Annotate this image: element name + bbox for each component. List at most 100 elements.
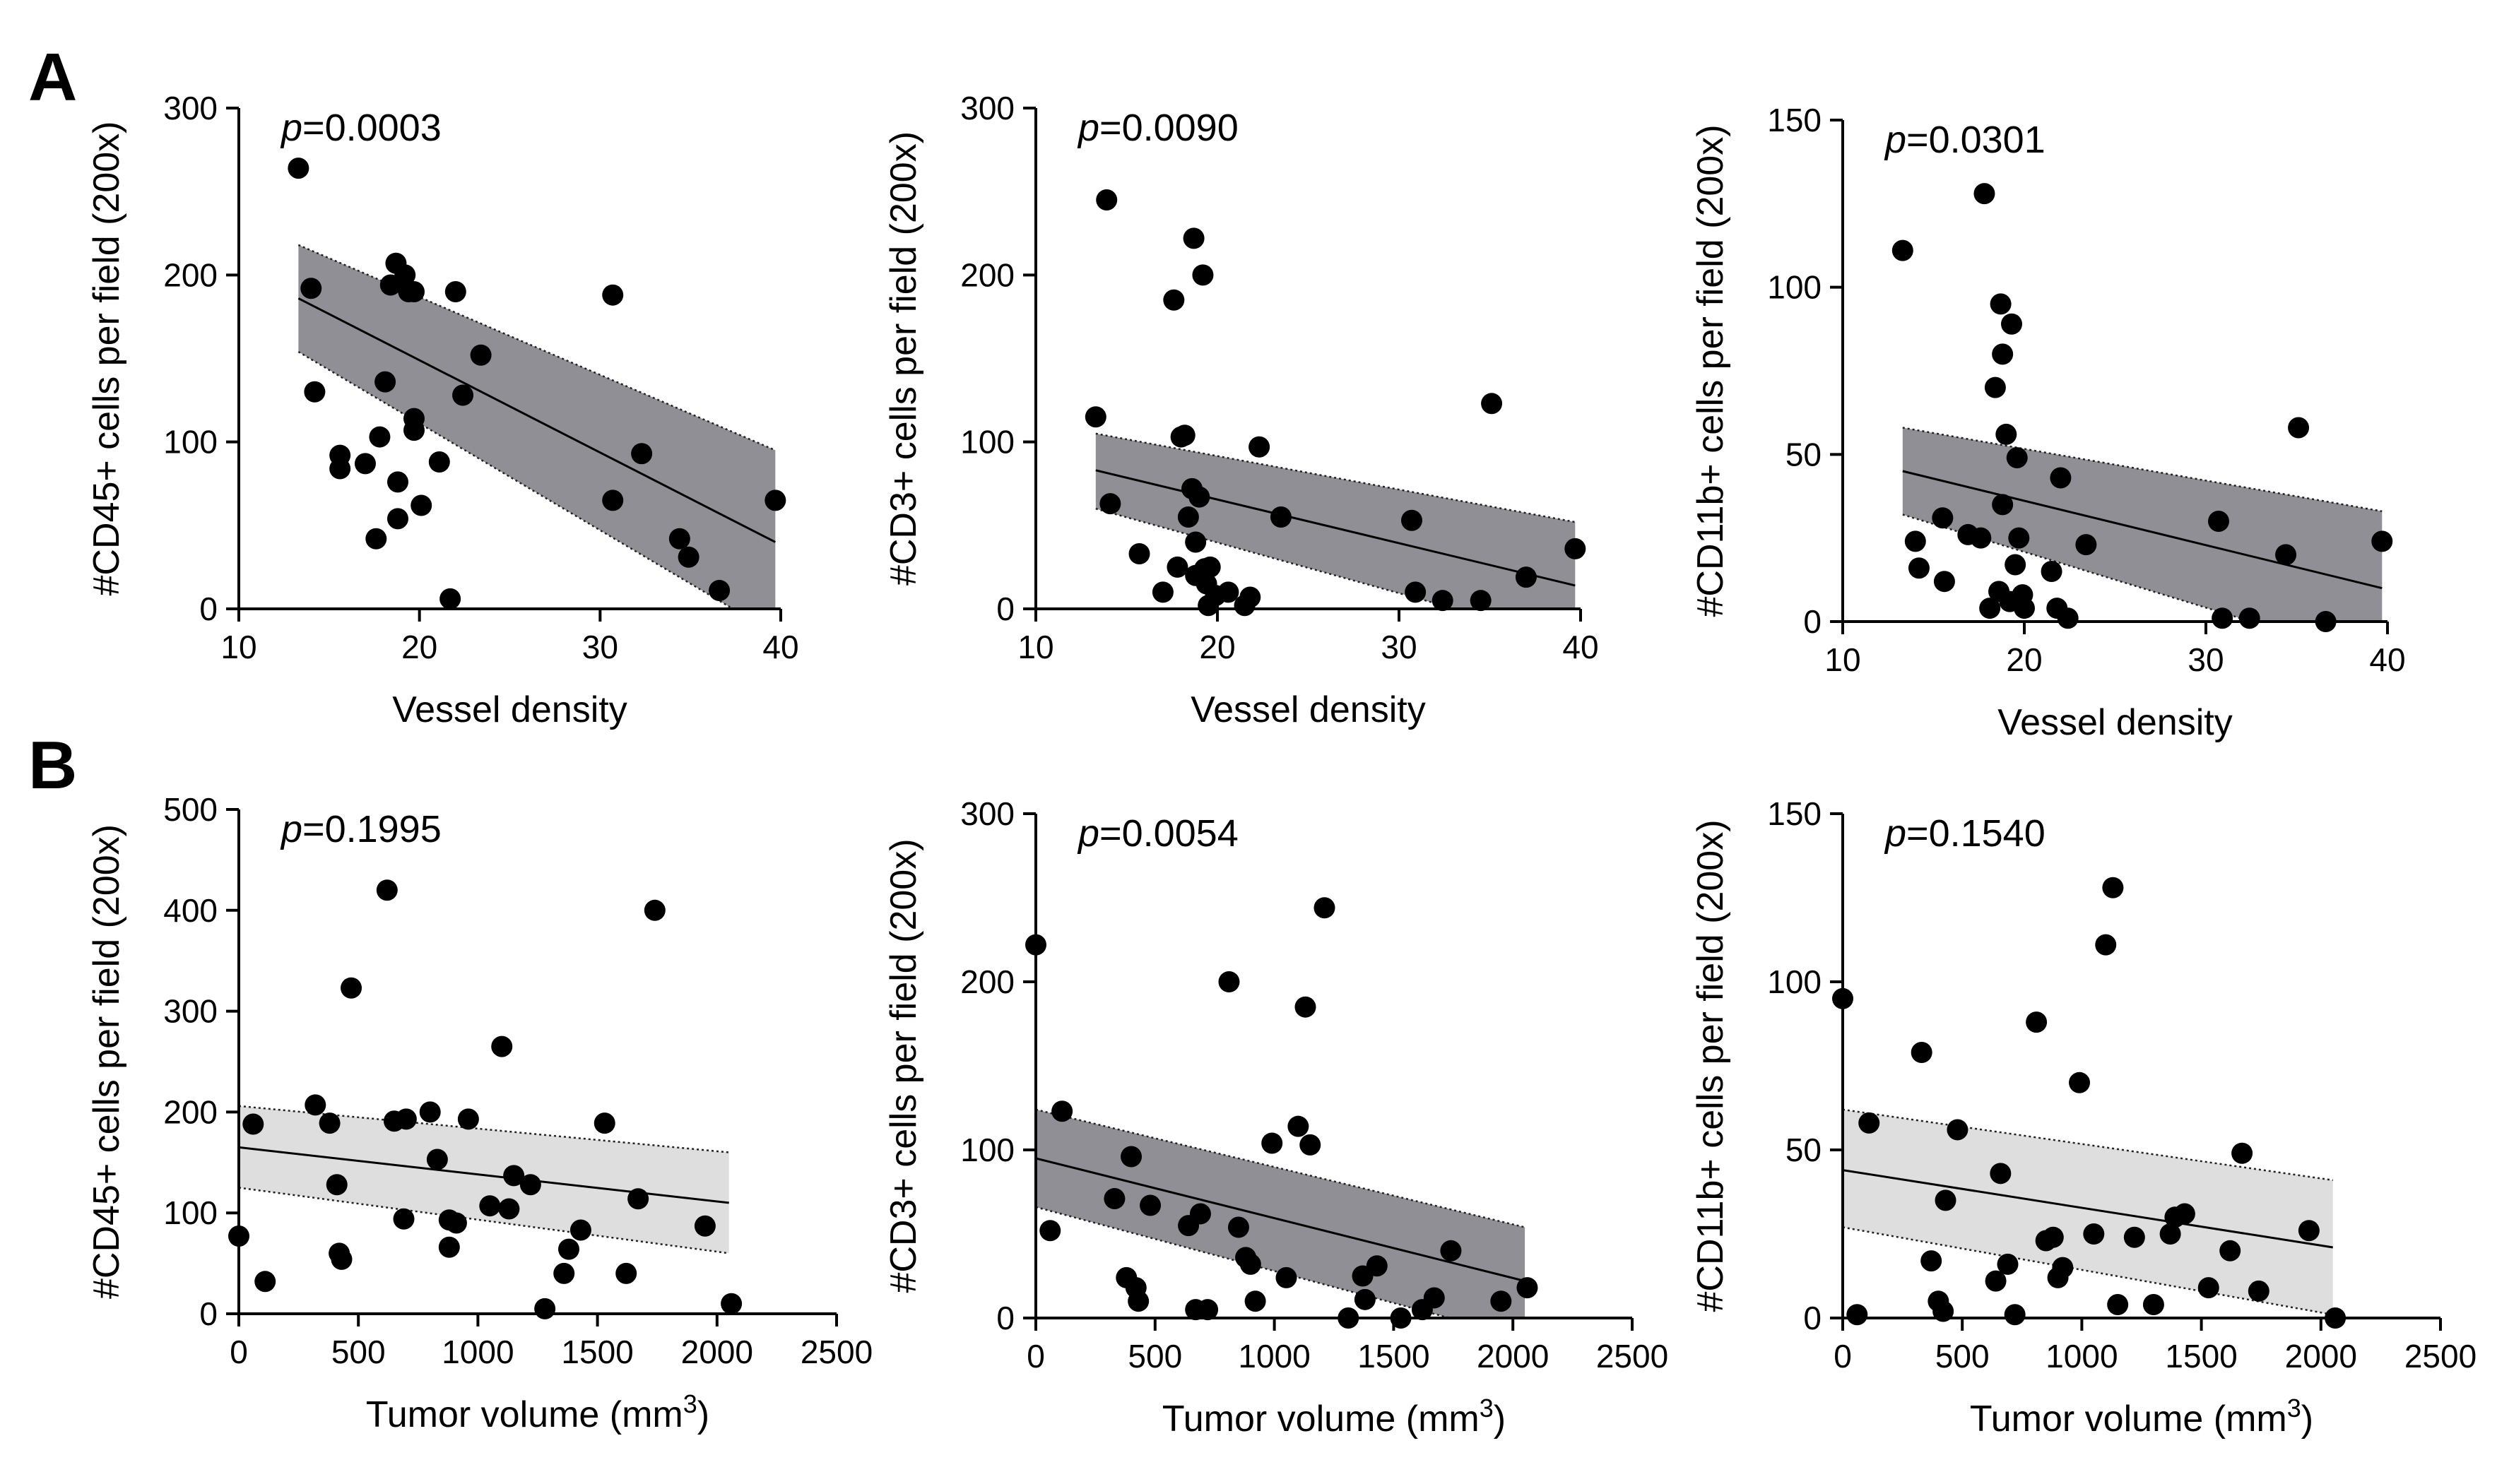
data-point: [403, 408, 425, 429]
x-tick-label: 30: [2188, 641, 2224, 678]
y-tick-label: 0: [1803, 603, 1822, 640]
data-point: [2004, 1304, 2026, 1326]
data-point: [1405, 581, 1427, 603]
data-point: [419, 1101, 441, 1123]
data-point: [2123, 1226, 2145, 1248]
chart-panel-b2: 0 500 1000 1500 2000 2500 0 100 200 300 Tumor volu…: [883, 795, 1668, 1440]
data-point: [242, 1113, 264, 1135]
x-tick-label: 40: [762, 629, 798, 665]
data-point: [1516, 1277, 1538, 1299]
p-value-number: =0.0003: [302, 107, 442, 149]
data-point: [1338, 1307, 1359, 1329]
data-point: [1128, 543, 1150, 565]
y-tick-label: 100: [960, 1132, 1015, 1168]
data-point: [2102, 877, 2124, 898]
y-tick-label: 0: [1803, 1300, 1822, 1336]
data-point: [1932, 1300, 1954, 1322]
data-point: [594, 1112, 615, 1134]
data-point: [1192, 264, 1214, 286]
data-point: [2219, 1240, 2241, 1262]
data-point: [1470, 590, 1492, 612]
data-point: [1163, 289, 1185, 311]
data-point: [1099, 493, 1121, 515]
data-point: [1995, 423, 2017, 445]
x-axis-label: Vessel density: [392, 689, 627, 730]
confidence-band: [298, 244, 776, 609]
y-tick-label: 300: [960, 90, 1015, 126]
confidence-band: [1095, 433, 1576, 609]
x-tick-label: 10: [1017, 629, 1053, 665]
data-point: [1261, 1132, 1283, 1154]
data-point: [1096, 189, 1118, 210]
x-axis-label: Tumor volume (mm3): [1162, 1394, 1506, 1440]
data-point: [668, 528, 690, 550]
data-point: [631, 443, 653, 465]
regression-line: [1036, 1157, 1525, 1283]
confidence-band-group: [1902, 427, 2383, 622]
data-point: [1440, 1240, 1462, 1262]
data-point: [1992, 343, 2014, 365]
data-point: [1908, 557, 1930, 579]
confidence-lower-line: [1095, 507, 1459, 609]
y-tick-label: 300: [163, 993, 218, 1030]
data-point: [2008, 527, 2030, 549]
data-point: [1400, 509, 1422, 531]
data-point: [2006, 447, 2028, 469]
data-point: [1947, 1119, 1968, 1141]
data-point: [479, 1195, 501, 1217]
data-point: [1121, 1146, 1143, 1168]
data-point: [2014, 598, 2035, 619]
y-tick-label: 100: [1767, 963, 1822, 1000]
confidence-lower-line: [239, 1187, 729, 1254]
x-axis-label: Tumor volume (mm3): [366, 1389, 709, 1436]
data-point: [444, 280, 466, 302]
data-point: [354, 453, 376, 475]
data-point: [411, 494, 432, 516]
data-point: [2005, 554, 2026, 576]
x-axis-label-text: Vessel density: [392, 689, 627, 730]
x-axis-label-text: Tumor volume (mm: [1970, 1399, 2287, 1440]
data-point: [1891, 239, 1913, 261]
confidence-lower-line: [297, 350, 735, 609]
data-point: [394, 264, 416, 286]
confidence-band-group: [1843, 1108, 2333, 1316]
data-point: [1490, 1290, 1512, 1312]
x-axis-label: Tumor volume (mm3): [1970, 1394, 2313, 1440]
x-tick-label: 1000: [2046, 1338, 2118, 1375]
x-tick-label: 2500: [2404, 1338, 2477, 1375]
p-value-number: =0.0090: [1099, 107, 1239, 149]
data-point: [2371, 530, 2393, 552]
p-value-symbol: p: [1884, 119, 1906, 161]
x-tick-label: 1000: [442, 1334, 514, 1370]
data-point: [721, 1293, 743, 1314]
data-point: [1997, 1253, 2019, 1275]
y-tick-label: 300: [960, 795, 1015, 832]
data-point: [1294, 996, 1316, 1018]
confidence-band-group: [239, 1105, 729, 1254]
data-point: [457, 1108, 479, 1130]
data-point: [228, 1225, 249, 1247]
data-point: [1188, 486, 1210, 508]
y-tick-label: 100: [960, 424, 1015, 461]
data-point: [1970, 527, 1992, 549]
data-point: [1197, 1299, 1219, 1321]
data-point: [365, 528, 387, 550]
y-tick-label: 0: [996, 1300, 1015, 1336]
p-value-symbol: p: [1077, 107, 1099, 149]
x-tick-label: 2000: [2285, 1338, 2357, 1375]
data-point: [1239, 586, 1261, 608]
data-point: [403, 280, 425, 302]
data-point: [2197, 1277, 2219, 1299]
data-point: [1366, 1255, 1388, 1277]
data-point: [1275, 1266, 1297, 1288]
y-tick-label: 200: [960, 256, 1015, 293]
data-point: [615, 1262, 637, 1284]
data-point: [2275, 544, 2297, 566]
data-point: [376, 879, 398, 901]
x-tick-label: 1500: [1357, 1338, 1429, 1375]
regression-line: [1843, 1169, 2333, 1249]
data-point: [1904, 530, 1926, 552]
data-point: [1920, 1250, 1942, 1272]
